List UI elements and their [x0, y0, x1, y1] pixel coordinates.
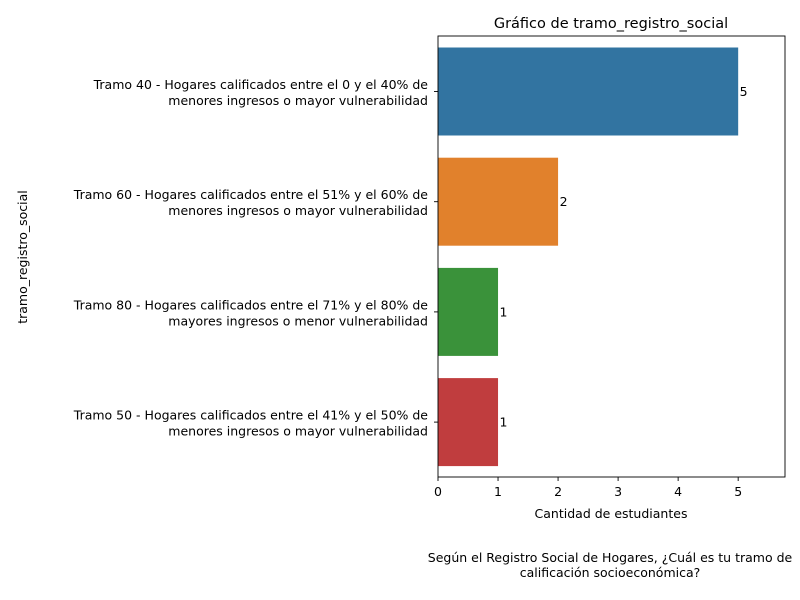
caption-line-1: Según el Registro Social de Hogares, ¿Cu… [427, 550, 793, 565]
bar-value-label: 1 [500, 304, 508, 319]
bars-group [438, 47, 739, 467]
x-axis-ticks: 0 1 2 3 4 5 [434, 477, 742, 499]
x-axis-label: Cantidad de estudiantes [535, 506, 688, 521]
bar [438, 267, 499, 356]
x-tick-label: 4 [674, 484, 682, 499]
y-tick-label: Tramo 60 - Hogares calificados entre el … [73, 187, 429, 218]
y-axis-label: tramo_registro_social [15, 190, 30, 324]
y-tick-label: Tramo 50 - Hogares calificados entre el … [73, 408, 429, 439]
x-tick-label: 5 [734, 484, 742, 499]
value-labels-group: 5 2 1 1 [500, 84, 748, 430]
bar-value-label: 2 [560, 194, 568, 209]
x-tick-label: 2 [554, 484, 562, 499]
y-tick-label: Tramo 40 - Hogares calificados entre el … [93, 77, 429, 108]
bar-value-label: 1 [500, 415, 508, 430]
bar [438, 157, 559, 246]
bar [438, 378, 499, 467]
bar-value-label: 5 [740, 84, 748, 99]
bar [438, 47, 739, 136]
y-axis-ticks: Tramo 40 - Hogares calificados entre el … [73, 77, 438, 439]
x-tick-label: 3 [614, 484, 622, 499]
x-tick-label: 0 [434, 484, 442, 499]
plot-frame [437, 35, 786, 478]
caption-line-2: calificación socioeconómica? [519, 565, 701, 580]
figure-caption: Según el Registro Social de Hogares, ¿Cu… [380, 550, 800, 580]
y-tick-label: Tramo 80 - Hogares calificados entre el … [73, 297, 429, 328]
chart-title: Gráfico de tramo_registro_social [494, 16, 728, 32]
x-tick-label: 1 [494, 484, 502, 499]
